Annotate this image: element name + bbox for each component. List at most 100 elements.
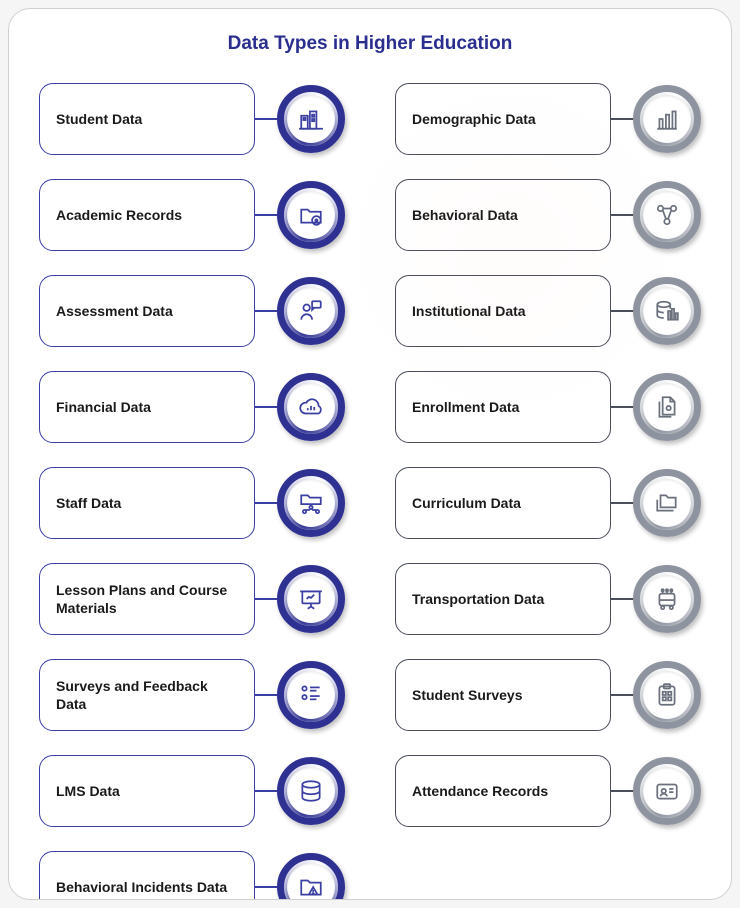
cloud-chart-icon [298, 394, 324, 420]
data-type-label-pill: Student Data [39, 83, 255, 155]
data-type-label-pill: Curriculum Data [395, 467, 611, 539]
infographic-card: Data Types in Higher Education Student D… [8, 8, 732, 900]
data-type-label-pill: Attendance Records [395, 755, 611, 827]
data-type-label: Lesson Plans and Course Materials [56, 581, 238, 617]
icon-circle [277, 277, 345, 345]
data-type-item: Attendance Records [395, 755, 701, 827]
connector-line [611, 214, 633, 216]
data-type-label-pill: Behavioral Data [395, 179, 611, 251]
people-list-icon [298, 682, 324, 708]
data-type-item: LMS Data [39, 755, 345, 827]
data-type-label: Behavioral Data [412, 206, 518, 224]
connector-line [255, 310, 277, 312]
connector-line [611, 310, 633, 312]
icon-circle [277, 661, 345, 729]
id-card-icon [654, 778, 680, 804]
data-type-label-pill: Transportation Data [395, 563, 611, 635]
data-type-label: Surveys and Feedback Data [56, 677, 238, 713]
icon-circle [633, 181, 701, 249]
data-type-item: Academic Records [39, 179, 345, 251]
icon-circle [277, 373, 345, 441]
data-type-label-pill: Demographic Data [395, 83, 611, 155]
data-type-label: Curriculum Data [412, 494, 521, 512]
right-column: Demographic Data Behavioral Data Instituti… [395, 83, 701, 900]
data-type-item: Enrollment Data [395, 371, 701, 443]
data-type-item: Staff Data [39, 467, 345, 539]
data-type-item: Behavioral Incidents Data [39, 851, 345, 900]
icon-circle [277, 853, 345, 900]
data-type-item: Surveys and Feedback Data [39, 659, 345, 731]
data-type-item: Behavioral Data [395, 179, 701, 251]
data-type-label: Attendance Records [412, 782, 548, 800]
bus-icon [654, 586, 680, 612]
clipboard-grid-icon [654, 682, 680, 708]
data-type-label-pill: Financial Data [39, 371, 255, 443]
data-type-item: Institutional Data [395, 275, 701, 347]
documents-icon [654, 394, 680, 420]
connector-line [611, 406, 633, 408]
icon-circle [277, 181, 345, 249]
connector-line [255, 598, 277, 600]
folders-icon [654, 490, 680, 516]
icon-circle [633, 277, 701, 345]
icon-circle [633, 565, 701, 633]
icon-circle [277, 565, 345, 633]
data-type-label-pill: Assessment Data [39, 275, 255, 347]
db-chart-icon [654, 298, 680, 324]
data-type-label: Academic Records [56, 206, 182, 224]
connector-line [255, 694, 277, 696]
connector-line [255, 790, 277, 792]
presentation-icon [298, 586, 324, 612]
connector-line [611, 598, 633, 600]
connector-line [611, 790, 633, 792]
data-type-label-pill: Enrollment Data [395, 371, 611, 443]
data-type-item: Financial Data [39, 371, 345, 443]
data-type-item: Curriculum Data [395, 467, 701, 539]
icon-circle [277, 757, 345, 825]
database-icon [298, 778, 324, 804]
connector-line [255, 502, 277, 504]
data-type-label: LMS Data [56, 782, 120, 800]
folder-org-icon [298, 490, 324, 516]
icon-circle [633, 85, 701, 153]
data-type-label: Financial Data [56, 398, 151, 416]
data-type-label-pill: Academic Records [39, 179, 255, 251]
building-chart-icon [298, 106, 324, 132]
data-type-label: Demographic Data [412, 110, 536, 128]
icon-circle [633, 661, 701, 729]
connector-line [255, 886, 277, 888]
data-type-label: Transportation Data [412, 590, 544, 608]
data-type-label: Staff Data [56, 494, 121, 512]
nodes-icon [654, 202, 680, 228]
data-type-item: Student Data [39, 83, 345, 155]
data-type-label-pill: Institutional Data [395, 275, 611, 347]
icon-circle [277, 85, 345, 153]
icon-circle [633, 469, 701, 537]
data-type-label-pill: Behavioral Incidents Data [39, 851, 255, 900]
data-type-label-pill: LMS Data [39, 755, 255, 827]
folder-alert-icon [298, 874, 324, 900]
data-type-label-pill: Student Surveys [395, 659, 611, 731]
icon-circle [633, 757, 701, 825]
folder-disc-icon [298, 202, 324, 228]
data-type-item: Transportation Data [395, 563, 701, 635]
icon-circle [277, 469, 345, 537]
data-type-label-pill: Staff Data [39, 467, 255, 539]
data-type-label: Enrollment Data [412, 398, 519, 416]
connector-line [255, 214, 277, 216]
data-type-label-pill: Lesson Plans and Course Materials [39, 563, 255, 635]
data-type-label: Student Data [56, 110, 142, 128]
data-type-label: Student Surveys [412, 686, 522, 704]
connector-line [255, 118, 277, 120]
bar-chart-icon [654, 106, 680, 132]
data-type-label-pill: Surveys and Feedback Data [39, 659, 255, 731]
connector-line [611, 118, 633, 120]
data-type-item: Demographic Data [395, 83, 701, 155]
data-type-item: Assessment Data [39, 275, 345, 347]
data-type-label: Behavioral Incidents Data [56, 878, 227, 896]
icon-circle [633, 373, 701, 441]
columns-container: Student Data Academic Records Assessment D… [39, 83, 701, 900]
data-type-item: Student Surveys [395, 659, 701, 731]
page-title: Data Types in Higher Education [39, 33, 701, 55]
connector-line [255, 406, 277, 408]
